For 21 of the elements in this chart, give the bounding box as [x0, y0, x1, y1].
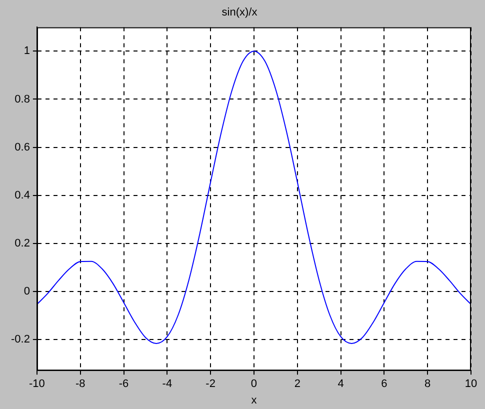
x-tick-label: 0 — [250, 378, 258, 390]
x-tick-label: -2 — [206, 378, 216, 390]
y-tick-label: -0.2 — [10, 333, 30, 346]
x-axis-title: x — [251, 394, 258, 406]
line-series — [36, 50, 471, 344]
x-tick-label: -8 — [75, 378, 86, 390]
x-tick-label: 10 — [464, 378, 478, 390]
x-tick-label: 8 — [424, 378, 431, 390]
x-tick-label: 2 — [294, 378, 300, 390]
y-tick-label: 0.4 — [14, 189, 30, 202]
x-tick-label: 4 — [338, 378, 344, 390]
y-tick-label: 0.6 — [14, 141, 30, 154]
x-tick-label: 6 — [381, 378, 388, 390]
x-tick-label: -6 — [118, 378, 129, 390]
chart-title: sin(x)/x — [222, 6, 258, 19]
y-tick-label: 0 — [24, 285, 30, 298]
x-tick-label: -4 — [162, 378, 172, 390]
y-tick-label: 0.2 — [14, 237, 30, 250]
y-tick-label: 1 — [24, 45, 30, 58]
y-tick-label: 0.8 — [14, 93, 30, 106]
x-tick-label: -10 — [29, 378, 45, 390]
